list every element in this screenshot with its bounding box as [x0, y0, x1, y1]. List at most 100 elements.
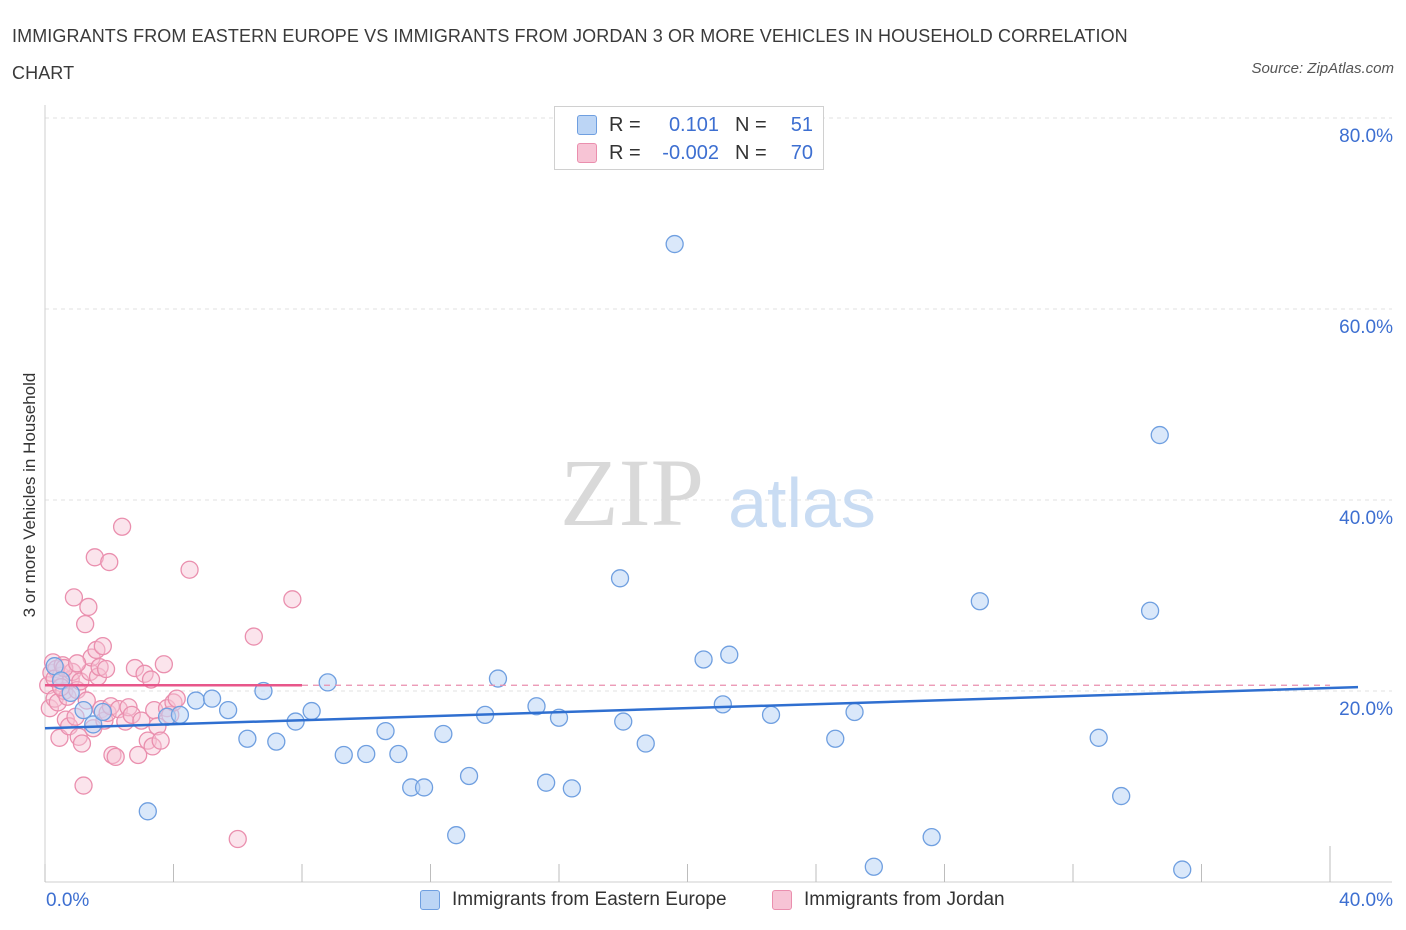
data-point-eastern-europe [318, 673, 337, 692]
y-tick-label: 40.0% [1339, 508, 1393, 529]
data-point-eastern-europe [302, 701, 321, 721]
data-point-eastern-europe [527, 697, 546, 716]
r-label: R = [609, 141, 641, 164]
data-point-eastern-europe [922, 827, 941, 847]
y-tick-label: 60.0% [1339, 317, 1393, 338]
data-point-jordan [64, 588, 84, 607]
r-value: 0.101 [668, 113, 719, 136]
data-point-eastern-europe [334, 745, 353, 765]
data-point-jordan [93, 636, 112, 656]
data-point-jordan [141, 670, 161, 689]
data-point-jordan [125, 658, 145, 678]
data-point-eastern-europe [376, 721, 395, 741]
trend-line-eastern-europe [44, 685, 1359, 730]
stats-legend-row-jordan: R = -0.002 N = 70 [577, 139, 813, 167]
data-point-eastern-europe [74, 700, 93, 720]
legend-item-jordan[interactable]: Immigrants from Jordan [772, 889, 1005, 911]
data-point-eastern-europe [665, 234, 684, 254]
data-point-eastern-europe [614, 712, 633, 731]
data-point-eastern-europe [537, 773, 556, 792]
data-point-eastern-europe [488, 669, 508, 688]
stats-legend: R = 0.101 N = 51 R = -0.002 N = 70 [554, 106, 824, 170]
data-point-jordan [48, 693, 67, 712]
data-point-eastern-europe [447, 826, 466, 845]
data-point-jordan [129, 745, 148, 765]
data-point-jordan [283, 590, 302, 609]
n-label: N = [735, 113, 767, 136]
grid-lines [45, 117, 1392, 692]
data-point-eastern-europe [1150, 425, 1169, 445]
data-point-eastern-europe [845, 702, 864, 722]
data-point-eastern-europe [218, 700, 238, 720]
chart-title: IMMIGRANTS FROM EASTERN EUROPE VS IMMIGR… [12, 26, 1128, 83]
y-tick-label: 20.0% [1339, 699, 1393, 720]
data-point-jordan [85, 548, 104, 567]
legend-label: Immigrants from Eastern Europe [452, 889, 727, 910]
data-point-eastern-europe [414, 778, 434, 797]
legend-swatch-pink [772, 890, 792, 910]
data-point-eastern-europe [1173, 860, 1192, 879]
watermark: ZIP atlas [560, 439, 876, 546]
watermark-atlas: atlas [728, 464, 876, 542]
data-point-jordan [228, 829, 247, 849]
n-value: 70 [790, 141, 813, 164]
data-point-jordan [96, 659, 116, 679]
r-label: R = [609, 113, 641, 136]
data-point-eastern-europe [562, 779, 581, 798]
data-point-jordan [106, 747, 125, 767]
data-point-eastern-europe [694, 650, 713, 669]
series-eastern-europe-points [45, 234, 1192, 879]
data-point-jordan [72, 734, 92, 753]
axes [44, 105, 1392, 883]
data-point-eastern-europe [254, 681, 273, 701]
x-tick-label-max: 40.0% [1339, 890, 1393, 911]
n-label: N = [735, 141, 767, 164]
data-point-eastern-europe [238, 729, 257, 748]
data-point-jordan [151, 731, 170, 750]
data-point-jordan [76, 615, 95, 634]
data-point-jordan [154, 655, 174, 674]
legend-swatch-pink [577, 143, 597, 163]
r-value: -0.002 [662, 141, 719, 164]
legend-swatch-blue [577, 115, 597, 135]
data-point-eastern-europe [267, 732, 286, 751]
data-point-eastern-europe [138, 802, 157, 821]
legend-item-eastern-europe[interactable]: Immigrants from Eastern Europe [420, 889, 727, 911]
data-point-eastern-europe [389, 744, 408, 764]
series-legend: Immigrants from Eastern Europe Immigrant… [0, 889, 1406, 915]
data-point-jordan [180, 560, 199, 579]
n-value: 51 [790, 113, 813, 136]
data-point-jordan [112, 517, 132, 536]
data-point-jordan [138, 731, 157, 750]
data-point-eastern-europe [434, 724, 453, 744]
data-point-eastern-europe [636, 734, 655, 753]
data-point-jordan [100, 552, 119, 572]
y-tick-label: 80.0% [1339, 126, 1393, 147]
data-point-jordan [103, 745, 122, 765]
data-point-jordan [74, 776, 93, 795]
data-point-eastern-europe [170, 705, 190, 725]
data-point-eastern-europe [610, 569, 630, 588]
data-point-eastern-europe [459, 766, 479, 786]
data-point-eastern-europe [761, 705, 781, 725]
data-point-jordan [167, 689, 186, 708]
data-point-jordan [244, 627, 263, 646]
legend-label: Immigrants from Jordan [804, 889, 1005, 910]
y-tick-labels: 20.0% 40.0% 60.0% 80.0% [1339, 126, 1393, 720]
x-tick-label-min: 0.0% [46, 890, 90, 911]
data-point-eastern-europe [864, 857, 883, 876]
data-point-eastern-europe [357, 744, 376, 764]
trend-lines [44, 684, 1359, 730]
data-point-eastern-europe [93, 702, 112, 722]
data-point-eastern-europe [970, 592, 989, 611]
data-point-eastern-europe [186, 691, 206, 710]
data-point-jordan [67, 654, 87, 673]
stats-legend-row-eastern-europe: R = 0.101 N = 51 [577, 111, 813, 139]
data-point-eastern-europe [713, 695, 732, 714]
data-point-jordan [79, 597, 98, 617]
data-point-eastern-europe [1089, 728, 1108, 747]
data-point-eastern-europe [1140, 601, 1160, 620]
legend-swatch-blue [420, 890, 440, 910]
data-point-eastern-europe [826, 729, 845, 748]
